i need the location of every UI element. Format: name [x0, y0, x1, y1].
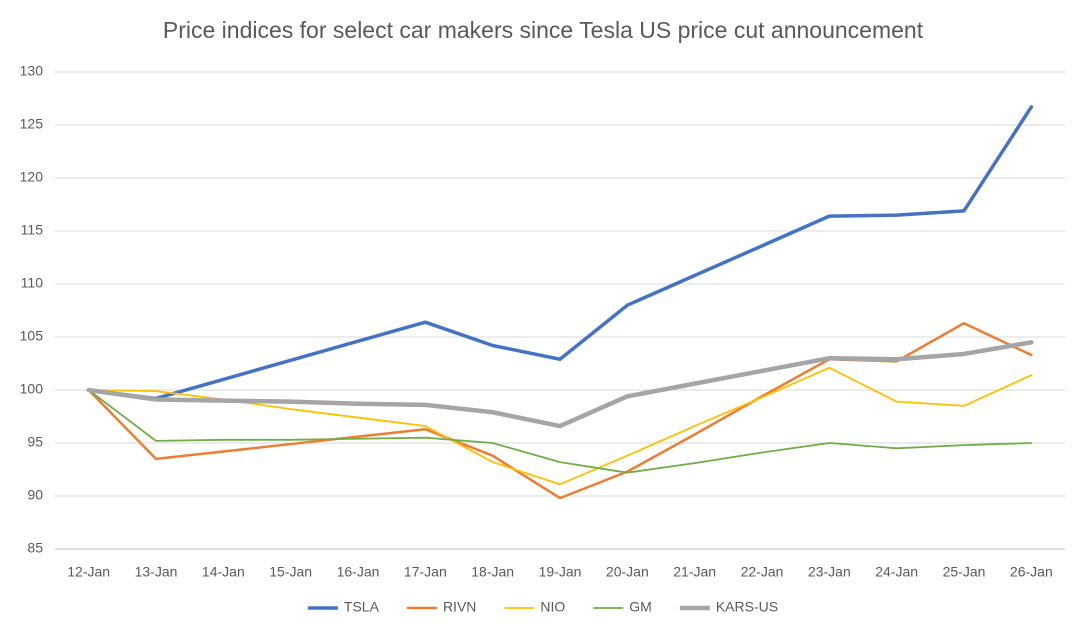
series-line [86, 340, 1034, 429]
x-tick-label: 18-Jan [471, 564, 514, 580]
x-tick-label: 25-Jan [943, 564, 986, 580]
x-tick-label: 22-Jan [741, 564, 784, 580]
x-tick-label: 14-Jan [202, 564, 245, 580]
y-tick-label: 95 [27, 434, 43, 450]
y-tick-label: 90 [27, 487, 43, 503]
x-tick-label: 21-Jan [673, 564, 716, 580]
series-line [87, 389, 1033, 474]
y-tick-label: 130 [20, 63, 44, 79]
x-tick-label: 26-Jan [1010, 564, 1053, 580]
x-tick-label: 24-Jan [875, 564, 918, 580]
y-tick-label: 100 [20, 381, 44, 397]
x-tick-label: 15-Jan [269, 564, 312, 580]
x-tick-label: 20-Jan [606, 564, 649, 580]
x-tick-label: 17-Jan [404, 564, 447, 580]
y-tick-label: 120 [20, 169, 44, 185]
y-tick-label: 105 [20, 328, 44, 344]
x-tick-label: 19-Jan [539, 564, 582, 580]
legend: TSLA RIVN NIO GM KARS-US [307, 599, 778, 615]
x-tick-label: 13-Jan [135, 564, 178, 580]
x-tick-label: 23-Jan [808, 564, 851, 580]
legend-label: NIO [540, 599, 565, 615]
chart-title: Price indices for select car makers sinc… [163, 17, 924, 43]
legend-label: GM [629, 599, 652, 615]
series-line [86, 105, 1034, 401]
y-tick-label: 85 [27, 540, 43, 556]
series-line [87, 321, 1033, 500]
y-tick-label: 125 [20, 116, 44, 132]
legend-label: TSLA [344, 599, 380, 615]
y-tick-label: 115 [21, 222, 44, 238]
x-tick-label: 16-Jan [337, 564, 380, 580]
legend-label: KARS-US [716, 599, 778, 615]
y-tick-label: 110 [21, 275, 44, 291]
x-tick-label: 12-Jan [67, 564, 110, 580]
legend-label: RIVN [443, 599, 476, 615]
